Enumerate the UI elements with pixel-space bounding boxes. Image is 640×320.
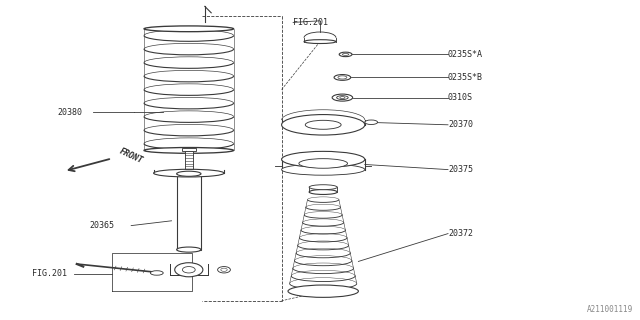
Ellipse shape — [144, 148, 234, 153]
Text: 20365: 20365 — [90, 221, 115, 230]
Ellipse shape — [218, 267, 230, 273]
Text: A211001119: A211001119 — [588, 305, 634, 314]
Text: 20370: 20370 — [448, 120, 473, 129]
Text: 20380: 20380 — [58, 108, 83, 116]
Ellipse shape — [282, 164, 365, 175]
Ellipse shape — [177, 247, 201, 252]
Ellipse shape — [332, 94, 353, 101]
Ellipse shape — [288, 285, 358, 297]
Bar — [177, 174, 201, 250]
Ellipse shape — [305, 120, 341, 129]
Bar — [182, 148, 196, 151]
Ellipse shape — [338, 76, 347, 79]
Ellipse shape — [177, 171, 201, 176]
Text: FRONT: FRONT — [118, 147, 145, 165]
Circle shape — [175, 263, 203, 277]
Text: FIG.201: FIG.201 — [293, 18, 328, 27]
Ellipse shape — [339, 52, 352, 57]
Ellipse shape — [340, 97, 345, 99]
Text: 0235S*B: 0235S*B — [448, 73, 483, 82]
Ellipse shape — [309, 185, 337, 190]
Text: FIG.201: FIG.201 — [32, 269, 67, 278]
Ellipse shape — [282, 115, 365, 135]
Text: 20375: 20375 — [448, 165, 473, 174]
Ellipse shape — [282, 151, 365, 167]
Text: 20372: 20372 — [448, 229, 473, 238]
Text: 0235S*A: 0235S*A — [448, 50, 483, 59]
Text: 0310S: 0310S — [448, 93, 473, 102]
Ellipse shape — [342, 53, 349, 55]
Ellipse shape — [150, 271, 163, 275]
Ellipse shape — [221, 268, 227, 271]
Ellipse shape — [309, 189, 337, 195]
Ellipse shape — [144, 26, 234, 32]
Ellipse shape — [334, 75, 351, 80]
Ellipse shape — [365, 120, 378, 124]
Ellipse shape — [299, 159, 348, 168]
Ellipse shape — [337, 96, 348, 100]
Circle shape — [182, 267, 195, 273]
Ellipse shape — [304, 40, 336, 44]
Bar — [184, 151, 193, 171]
Ellipse shape — [154, 169, 224, 177]
